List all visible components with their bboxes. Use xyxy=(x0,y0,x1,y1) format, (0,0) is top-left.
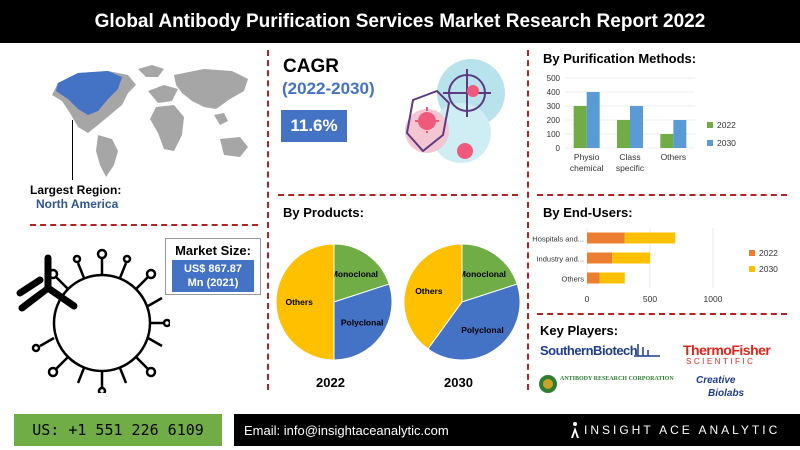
methods-bar-2022 xyxy=(573,106,587,148)
player-antibody-research: ANTIBODY RESEARCH CORPORATION xyxy=(560,376,674,382)
player-southernbiotech: SouthernBiotech xyxy=(540,343,638,358)
pie-2022-label: Others xyxy=(285,297,313,307)
footer-email: Email: info@insightaceanalytic.com xyxy=(244,423,449,438)
north-america-highlight xyxy=(56,71,122,115)
methods-y-tick: 100 xyxy=(547,130,561,139)
endusers-bar-2030 xyxy=(624,232,676,244)
endusers-legend-label: 2022 xyxy=(759,248,778,258)
endusers-bar-2030 xyxy=(612,252,650,264)
footer-brand: INSIGHT ACE ANALYTIC xyxy=(584,423,781,437)
methods-bar-2030 xyxy=(630,106,643,148)
methods-legend-swatch xyxy=(707,140,713,146)
endusers-bar-2022 xyxy=(587,232,625,244)
methods-y-tick: 300 xyxy=(547,102,561,111)
pie-2030-label: Polyclonal xyxy=(461,325,504,335)
player-creative: Creative xyxy=(696,375,736,386)
pie-2022-label: Monoclonal xyxy=(331,269,378,279)
pie-2030-slice-others xyxy=(403,243,463,350)
market-size-box: Market Size: US$ 867.87 Mn (2021) xyxy=(165,238,261,295)
pie-2022-label: Polyclonal xyxy=(341,317,384,327)
pie-2022: Monoclonal Polyclonal Others xyxy=(275,243,393,361)
market-size-value-line2: Mn (2021) xyxy=(187,277,239,289)
player-thermofisher-sub: SCIENTIFIC xyxy=(686,357,756,366)
methods-bar-2030 xyxy=(673,120,687,148)
antibody-research-logo-icon xyxy=(539,375,557,393)
cagr-years: (2022-2030) xyxy=(282,79,375,98)
cagr-value: 11.6% xyxy=(281,110,347,142)
endusers-x-tick: 0 xyxy=(585,294,590,304)
methods-bar-2022 xyxy=(617,120,630,148)
footer-bar: Email: info@insightaceanalytic.com INSIG… xyxy=(234,414,800,446)
pie-2030-label: Monoclonal xyxy=(459,269,506,279)
methods-x-tick: chemical xyxy=(570,163,604,173)
market-size-value-line1: US$ 867.87 xyxy=(183,263,243,275)
market-size-label: Market Size: xyxy=(175,243,251,258)
antibody-icon xyxy=(16,248,170,393)
methods-x-tick: specific xyxy=(616,163,645,173)
endusers-legend-swatch xyxy=(749,250,755,256)
pie-2022-slice-polyclonal xyxy=(333,283,393,361)
methods-legend-label: 2030 xyxy=(717,138,736,148)
pie-2022-year: 2022 xyxy=(316,375,345,390)
largest-region-value: North America xyxy=(36,197,119,211)
southernbiotech-logo-icon xyxy=(634,344,660,357)
endusers-y-tick: Hospitals and... xyxy=(532,235,584,244)
virus-shield-icon xyxy=(405,59,505,163)
methods-y-tick: 0 xyxy=(556,144,561,153)
pie-2030-year: 2030 xyxy=(444,375,473,390)
footer-phone: US: +1 551 226 6109 xyxy=(14,414,222,446)
pie-2030-label: Others xyxy=(415,286,443,296)
methods-bar-2022 xyxy=(660,134,674,148)
methods-title: By Purification Methods: xyxy=(543,51,697,66)
divider-left xyxy=(30,224,258,226)
methods-y-tick: 400 xyxy=(547,88,561,97)
player-biolabs: Biolabs xyxy=(708,388,745,399)
pie-2030-slice-monoclonal xyxy=(461,243,518,303)
endusers-y-tick: Others xyxy=(561,275,584,284)
endusers-bar-2022 xyxy=(587,252,613,264)
methods-x-tick: Others xyxy=(661,152,687,162)
pie-2022-slice-monoclonal xyxy=(333,243,390,303)
divider-right-2 xyxy=(537,313,787,315)
market-size-value: US$ 867.87 Mn (2021) xyxy=(172,260,254,292)
world-map xyxy=(52,65,248,177)
endusers-legend-label: 2030 xyxy=(759,264,778,274)
page-title: Global Antibody Purification Services Ma… xyxy=(0,0,800,43)
player-thermofisher: ThermoFisher xyxy=(683,342,771,358)
products-title: By Products: xyxy=(283,205,364,220)
methods-x-tick: Physio xyxy=(574,152,600,162)
end-users-title: By End-Users: xyxy=(543,205,633,220)
cagr-title: CAGR xyxy=(283,56,339,77)
endusers-legend-swatch xyxy=(749,266,755,272)
pie-2030-slice-polyclonal xyxy=(427,283,521,361)
divider-vertical-2 xyxy=(527,50,529,390)
divider-right-1 xyxy=(537,194,787,196)
endusers-bar-2022 xyxy=(587,272,600,284)
divider-middle xyxy=(278,194,518,196)
pie-2022-slice-others xyxy=(275,243,335,361)
methods-legend-swatch xyxy=(707,122,713,128)
end-users-chart: 0 500 1000 Hospitals and... Industry and... O… xyxy=(532,228,778,304)
endusers-bar-2030 xyxy=(599,272,625,284)
endusers-y-tick: Industry and... xyxy=(536,255,584,264)
insight-ace-logo xyxy=(571,422,579,438)
largest-region-label: Largest Region: xyxy=(30,183,122,197)
methods-bar-2030 xyxy=(586,92,600,148)
methods-x-tick: Class xyxy=(619,152,640,162)
methods-legend-label: 2022 xyxy=(717,120,736,130)
methods-y-tick: 500 xyxy=(547,74,561,83)
endusers-x-tick: 1000 xyxy=(704,294,723,304)
key-players-title: Key Players: xyxy=(540,323,619,338)
region-pointer xyxy=(72,120,73,180)
methods-y-tick: 200 xyxy=(547,116,561,125)
endusers-x-tick: 500 xyxy=(643,294,657,304)
pie-2030: Monoclonal Polyclonal Others xyxy=(403,243,521,361)
divider-vertical-1 xyxy=(267,50,269,390)
